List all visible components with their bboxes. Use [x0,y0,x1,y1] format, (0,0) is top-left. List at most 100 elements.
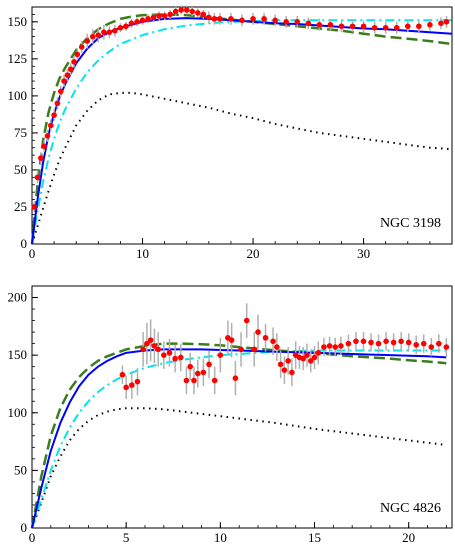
data-point [270,338,276,345]
y-tick-label: 75 [14,125,27,140]
data-point [166,350,173,356]
data-point [261,16,267,22]
data-point [140,346,146,353]
solid-curve [31,17,453,245]
data-point [274,344,280,350]
data-point [178,7,185,13]
y-tick-label: 200 [8,290,28,305]
data-point [360,338,367,345]
data-point [228,16,234,22]
data-point [232,375,239,381]
data-point [393,24,400,31]
data-point [144,340,150,347]
data-point [438,20,444,27]
data-point [404,23,411,30]
data-point [64,72,71,78]
x-tick-label: 0 [29,246,36,261]
data-point [147,337,154,343]
data-point [31,204,38,210]
y-tick-label: 100 [8,88,28,103]
data-point [315,350,322,356]
data-point [187,363,194,370]
data-point [338,23,345,30]
panel-ngc4826-annotation: NGC 4826 [380,501,441,516]
x-tick-label: 0 [29,530,36,545]
data-point [349,23,356,30]
data-point [123,384,129,391]
data-point [191,377,197,384]
data-point [383,338,389,345]
data-point [250,16,256,22]
data-point [101,29,107,35]
data-point [172,8,179,15]
data-point [289,369,295,376]
data-point [262,335,269,341]
data-point [251,346,258,353]
data-point [38,155,44,161]
data-point [345,340,352,347]
data-point [183,7,190,13]
data-point [119,371,126,378]
data-point [326,343,333,349]
data-point [54,100,61,107]
data-point [172,355,178,362]
y-tick-label: 125 [8,51,28,66]
data-point [194,370,201,377]
data-point [167,11,173,18]
data-point [161,13,168,19]
data-point [211,377,218,384]
data-point [194,10,201,16]
data-point [294,19,301,25]
data-point [34,174,41,181]
y-tick-label: 25 [14,199,27,214]
data-point [316,21,323,28]
data-point [123,23,129,30]
data-point [416,23,422,30]
data-point [51,112,57,118]
data-point [277,361,284,368]
data-point [78,44,85,50]
data-point [443,344,450,350]
data-point [436,340,442,347]
data-point [156,13,162,19]
x-tick-label: 20 [402,530,415,545]
data-point [112,27,118,34]
data-point [382,24,389,31]
dashdot-curve [31,19,452,245]
solid-curve [31,348,447,529]
data-point [332,344,339,350]
data-point [390,339,397,346]
dashdot-curve [31,349,447,529]
data-point [255,329,261,335]
dotted-curve [31,407,447,529]
data-point [47,122,54,129]
panel-ngc4826-frame [31,285,453,529]
data-point [307,358,314,364]
y-tick-label: 0 [21,236,28,251]
dashed-curve [30,342,447,529]
data-point [139,17,146,24]
data-point [305,20,312,27]
data-point [371,24,378,31]
y-tick-label: 50 [14,162,27,177]
y-tick-label: 150 [8,347,28,362]
data-point [129,382,135,388]
data-point [206,361,212,368]
data-point [211,16,218,22]
data-point [428,344,435,350]
data-point [74,51,81,58]
data-point [300,355,307,362]
data-point [321,344,327,350]
data-point [161,352,167,358]
data-point [128,20,135,27]
y-tick-label: 0 [21,520,28,535]
data-point [413,341,420,348]
data-point [243,317,250,324]
data-point [338,343,344,349]
data-point [375,340,382,347]
data-point [311,354,318,361]
data-point [200,369,207,376]
data-point [134,378,141,385]
